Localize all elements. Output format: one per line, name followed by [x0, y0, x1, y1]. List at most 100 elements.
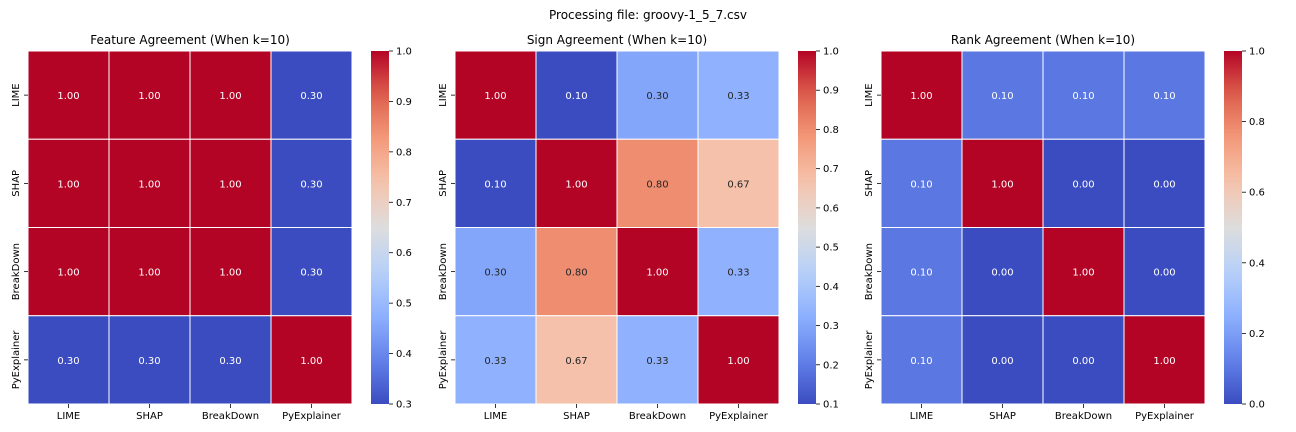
sign-x-tick-label: BreakDown — [629, 411, 686, 422]
sign-heatmap-cell — [616, 50, 699, 140]
rank-heatmap-cell-label: 0.00 — [1153, 268, 1175, 279]
sign-heatmap-cell — [697, 227, 780, 317]
sign-agreement-heatmap: Sign Agreement (When k=10) 1.00 0.10 0.30 0.… — [438, 33, 839, 422]
feature-y-tick-label: BreakDown — [11, 243, 22, 300]
rank-colorbar-tick-label: 0.2 — [1249, 329, 1265, 340]
rank-heatmap-cell-label: 1.00 — [991, 179, 1013, 190]
feature-agreement-heatmap: Feature Agreement (When k=10) 1.00 1.00 1.0… — [11, 33, 412, 422]
sign-heatmap-cell-label: 0.67 — [565, 356, 587, 367]
rank-x-tick-label: BreakDown — [1055, 411, 1112, 422]
feature-heatmap-cell — [270, 315, 353, 405]
feature-heatmap-cell — [270, 138, 353, 228]
sign-y-tick-label: LIME — [438, 83, 449, 106]
sign-heatmap-cell — [697, 138, 780, 228]
sign-heatmap-cell — [535, 138, 618, 228]
feature-colorbar-tick-label: 0.3 — [396, 400, 412, 411]
feature-heatmap-cell — [108, 138, 191, 228]
rank-heatmap-cell-label: 0.10 — [910, 356, 932, 367]
feature-colorbar-tick-label: 0.7 — [396, 198, 412, 209]
rank-heatmap-cell-label: 0.00 — [991, 268, 1013, 279]
feature-heatmap-cell-label: 1.00 — [219, 91, 241, 102]
feature-heatmap-cell — [270, 50, 353, 140]
rank-heatmap-cell-label: 1.00 — [910, 91, 932, 102]
feature-colorbar-tick-label: 0.5 — [396, 299, 412, 310]
feature-heatmap-cell-label: 1.00 — [57, 91, 79, 102]
sign-heatmap-cell — [616, 138, 699, 228]
feature-x-tick-label: LIME — [57, 411, 80, 422]
sign-y-tick-label: SHAP — [438, 170, 449, 197]
rank-heatmap-cell-label: 0.00 — [1072, 356, 1094, 367]
feature-colorbar-tick-label: 0.6 — [396, 248, 412, 259]
sign-x-tick-label: PyExplainer — [709, 411, 769, 422]
feature-heatmap-cell — [27, 138, 110, 228]
feature-heatmap-cell — [108, 50, 191, 140]
sign-heatmap-cell-label: 0.10 — [565, 91, 587, 102]
sign-heatmap-title: Sign Agreement (When k=10) — [527, 33, 707, 47]
sign-colorbar-tick-label: 0.5 — [823, 243, 839, 254]
figure-suptitle: Processing file: groovy-1_5_7.csv — [549, 8, 747, 22]
rank-heatmap-cell — [961, 50, 1044, 140]
rank-heatmap-cell — [880, 50, 963, 140]
sign-heatmap-cell — [535, 227, 618, 317]
rank-heatmap-cell — [1042, 315, 1125, 405]
feature-heatmap-cell-label: 1.00 — [57, 179, 79, 190]
sign-colorbar-tick-label: 1.0 — [823, 47, 839, 58]
sign-colorbar-tick-label: 0.9 — [823, 86, 839, 97]
sign-colorbar-tick-label: 0.7 — [823, 164, 839, 175]
rank-y-tick-label: LIME — [864, 83, 875, 106]
rank-colorbar-tick-label: 0.8 — [1249, 117, 1265, 128]
feature-y-tick-label: LIME — [11, 83, 22, 106]
feature-heatmap-cell-label: 0.30 — [300, 179, 322, 190]
feature-heatmap-cell — [27, 315, 110, 405]
rank-heatmap-title: Rank Agreement (When k=10) — [951, 33, 1135, 47]
sign-heatmap-cell — [697, 50, 780, 140]
rank-colorbar-tick-label: 0.4 — [1249, 258, 1265, 269]
sign-y-tick-label: PyExplainer — [438, 330, 449, 390]
rank-heatmap-cell — [880, 227, 963, 317]
sign-colorbar-tick-label: 0.8 — [823, 125, 839, 136]
feature-colorbar-tick-label: 0.9 — [396, 97, 412, 108]
sign-heatmap-cell — [535, 50, 618, 140]
feature-heatmap-cell — [27, 50, 110, 140]
rank-heatmap-cell-label: 0.10 — [910, 268, 932, 279]
feature-heatmap-cell — [189, 50, 272, 140]
feature-heatmap-cell-label: 1.00 — [300, 356, 322, 367]
feature-heatmap-cell — [108, 315, 191, 405]
sign-heatmap-cell-label: 1.00 — [484, 91, 506, 102]
sign-heatmap-cell-label: 0.30 — [484, 268, 506, 279]
rank-heatmap-cell — [1042, 227, 1125, 317]
sign-heatmap-cell — [616, 227, 699, 317]
sign-heatmap-cell-label: 0.30 — [646, 91, 668, 102]
rank-heatmap-cell — [961, 227, 1044, 317]
rank-heatmap-cell — [961, 138, 1044, 228]
feature-heatmap-cell-label: 1.00 — [219, 179, 241, 190]
feature-colorbar-tick-label: 1.0 — [396, 47, 412, 58]
rank-colorbar-tick-label: 1.0 — [1249, 47, 1265, 58]
sign-heatmap-cell — [697, 315, 780, 405]
feature-heatmap-cell-label: 0.30 — [300, 91, 322, 102]
feature-x-tick-label: BreakDown — [202, 411, 259, 422]
rank-x-tick-label: PyExplainer — [1135, 411, 1195, 422]
rank-heatmap-cell-label: 1.00 — [1153, 356, 1175, 367]
rank-x-tick-label: LIME — [910, 411, 933, 422]
sign-heatmap-cell-label: 0.80 — [565, 268, 587, 279]
rank-colorbar — [1224, 51, 1242, 404]
feature-colorbar-tick-label: 0.4 — [396, 349, 412, 360]
feature-y-tick-label: PyExplainer — [11, 330, 22, 390]
sign-heatmap-cell-label: 0.33 — [646, 356, 668, 367]
sign-colorbar-tick-label: 0.6 — [823, 203, 839, 214]
sign-x-tick-label: SHAP — [563, 411, 590, 422]
rank-agreement-heatmap: Rank Agreement (When k=10) 1.00 0.10 0.10 0.… — [864, 33, 1265, 422]
rank-heatmap-cell-label: 0.10 — [910, 179, 932, 190]
rank-heatmap-cell — [1042, 138, 1125, 228]
rank-y-tick-label: SHAP — [864, 170, 875, 197]
sign-heatmap-cell-label: 0.33 — [484, 356, 506, 367]
sign-heatmap-cell — [454, 50, 537, 140]
feature-heatmap-cell-label: 1.00 — [138, 268, 160, 279]
rank-heatmap-cell-label: 0.10 — [1153, 91, 1175, 102]
feature-colorbar-tick-label: 0.8 — [396, 147, 412, 158]
feature-heatmap-cell-label: 0.30 — [57, 356, 79, 367]
rank-heatmap-cell — [880, 138, 963, 228]
feature-heatmap-cell-label: 1.00 — [219, 268, 241, 279]
rank-y-tick-label: PyExplainer — [864, 330, 875, 390]
